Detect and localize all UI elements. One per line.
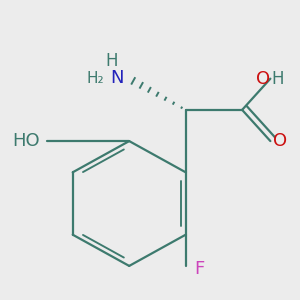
Text: H: H — [272, 70, 284, 88]
Text: O: O — [256, 70, 270, 88]
Text: O: O — [273, 132, 287, 150]
Text: H₂: H₂ — [86, 70, 104, 86]
Text: H: H — [105, 52, 118, 70]
Text: HO: HO — [12, 132, 39, 150]
Text: N: N — [111, 69, 124, 87]
Text: F: F — [194, 260, 204, 278]
